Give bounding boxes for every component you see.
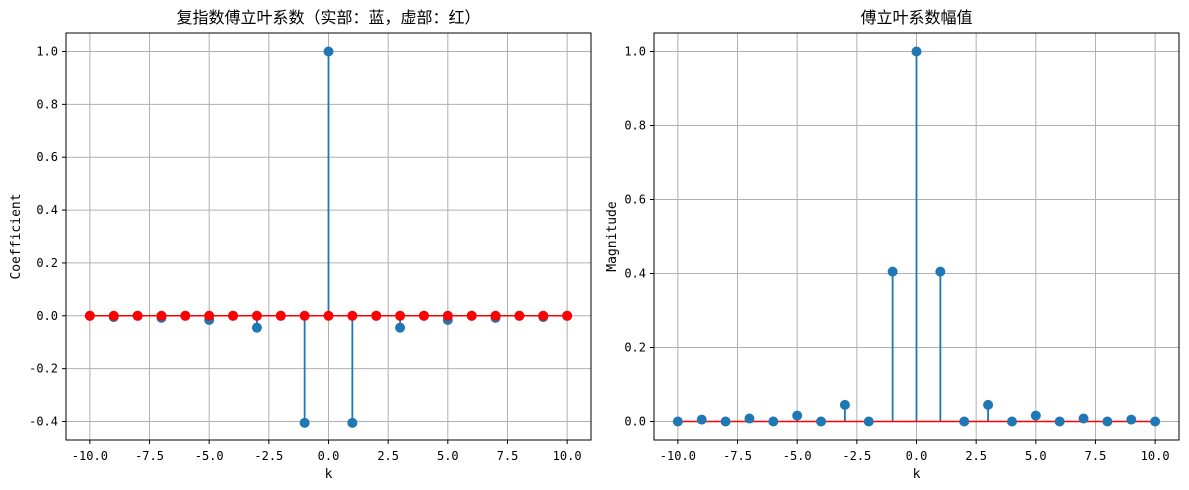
stem-marker [466, 310, 477, 321]
y-tick-label: 0.0 [36, 309, 58, 323]
stem-marker [768, 416, 779, 427]
stem-marker [935, 266, 946, 277]
stem-marker [395, 322, 406, 333]
x-tick-label: 0.0 [906, 449, 928, 463]
x-tick-label: -2.5 [254, 449, 283, 463]
stem-marker [395, 310, 406, 321]
x-tick-label: -10.0 [72, 449, 108, 463]
stem-marker [275, 310, 286, 321]
x-tick-label: -7.5 [723, 449, 752, 463]
stem-marker [323, 46, 334, 57]
stem-marker [911, 46, 922, 57]
x-tick-label: 7.5 [1085, 449, 1107, 463]
y-tick-label: 0.4 [624, 267, 646, 281]
stem-marker [562, 310, 573, 321]
stem-marker [371, 310, 382, 321]
x-tick-label: -5.0 [195, 449, 224, 463]
y-tick-label: 0.8 [36, 97, 58, 111]
right-chart: -10.0 -7.5 -5.0 -2.5 0.0 2.5 5.0 7.5 10.0 0.0 0.2 0… [605, 8, 1180, 482]
x-axis-label: k [913, 467, 921, 482]
stem-marker [156, 310, 167, 321]
stem-marker [228, 310, 239, 321]
stem-marker [672, 416, 683, 427]
stem-marker [1126, 414, 1137, 425]
series-0 [700, 51, 1133, 422]
stem-marker [839, 399, 850, 410]
stem-marker [792, 410, 803, 421]
y-tick-label: 1.0 [36, 45, 58, 59]
x-tick-label: 2.5 [377, 449, 399, 463]
x-tick-label: 5.0 [1025, 449, 1047, 463]
y-tick-label: 0.6 [624, 193, 646, 207]
stem-marker [696, 414, 707, 425]
x-tick-label: -10.0 [660, 449, 696, 463]
stem-marker [442, 310, 453, 321]
stem-marker [490, 310, 501, 321]
stem-marker [983, 399, 994, 410]
stem-marker [1102, 416, 1113, 427]
y-tick-label: 0.2 [36, 256, 58, 270]
stem-marker [1006, 416, 1017, 427]
series-0 [112, 51, 545, 423]
x-tick-label: 2.5 [965, 449, 987, 463]
y-tick-label: 0.0 [624, 415, 646, 429]
y-tick-label: 0.4 [36, 203, 58, 217]
stem-marker [514, 310, 525, 321]
chart-title: 傅立叶系数幅值 [860, 8, 972, 27]
stem-marker [251, 322, 262, 333]
stem-marker [180, 310, 191, 321]
stem-marker [887, 266, 898, 277]
stem-marker [299, 417, 310, 428]
stem-marker [538, 310, 549, 321]
y-axis-label: Coefficient [9, 193, 24, 279]
x-tick-label: 7.5 [497, 449, 519, 463]
y-tick-label: -0.4 [29, 415, 58, 429]
stem-marker [863, 416, 874, 427]
stem-marker [744, 413, 755, 424]
stem-marker [959, 416, 970, 427]
stem-marker [132, 310, 143, 321]
x-tick-label: 0.0 [318, 449, 340, 463]
stem-marker [418, 310, 429, 321]
stem-marker [347, 310, 358, 321]
stem-marker [816, 416, 827, 427]
x-tick-label: 5.0 [437, 449, 459, 463]
x-tick-label: 10.0 [553, 449, 582, 463]
y-tick-label: 0.8 [624, 119, 646, 133]
left-chart: -10.0 -7.5 -5.0 -2.5 0.0 2.5 5.0 7.5 10.0 -0.4 -0.… [9, 8, 592, 482]
stem-marker [251, 310, 262, 321]
stem-marker [347, 417, 358, 428]
x-tick-label: 10.0 [1141, 449, 1170, 463]
y-axis-label: Magnitude [605, 201, 620, 272]
stem-marker [1078, 413, 1089, 424]
stem-marker [1030, 410, 1041, 421]
stem-marker [84, 310, 95, 321]
stem-marker [1054, 416, 1065, 427]
y-tick-label: 1.0 [624, 45, 646, 59]
stem-marker [108, 310, 119, 321]
x-axis-label: k [325, 467, 333, 482]
stem-marker [204, 310, 215, 321]
y-tick-label: 0.2 [624, 341, 646, 355]
stem-marker [720, 416, 731, 427]
x-tick-label: -7.5 [135, 449, 164, 463]
stem-marker [299, 310, 310, 321]
x-tick-label: -2.5 [842, 449, 871, 463]
chart-title: 复指数傅立叶系数（实部：蓝，虚部：红） [176, 8, 480, 27]
stem-marker [323, 310, 334, 321]
y-tick-label: -0.2 [29, 362, 58, 376]
y-tick-label: 0.6 [36, 150, 58, 164]
x-tick-label: -5.0 [783, 449, 812, 463]
stem-marker [1150, 416, 1161, 427]
